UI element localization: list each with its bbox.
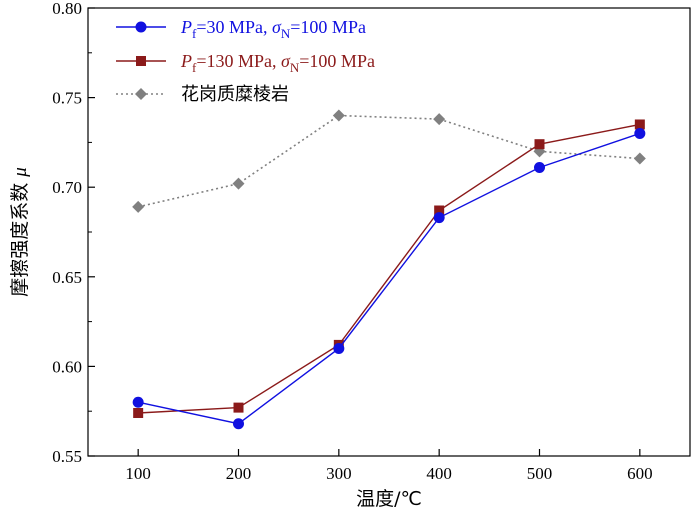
legend-marker: [135, 88, 147, 100]
y-axis-title: 摩擦强度系数 μ: [9, 167, 31, 297]
x-tick-label: 500: [527, 464, 553, 483]
x-tick-label: 300: [326, 464, 352, 483]
data-point: [333, 342, 345, 354]
y-axis-title-text: 摩擦强度系数: [9, 177, 31, 297]
legend-item-1: Pf=130 MPa, σN=100 MPa: [116, 51, 375, 75]
y-tick-label: 0.70: [52, 178, 82, 197]
data-point: [232, 177, 245, 190]
x-tick-label: 400: [426, 464, 452, 483]
x-tick-label: 100: [125, 464, 151, 483]
data-point: [332, 109, 345, 122]
series-2: [132, 109, 646, 213]
series-line: [138, 132, 641, 425]
data-point: [233, 418, 244, 430]
data-point: [233, 402, 244, 413]
y-tick-label: 0.80: [52, 0, 82, 18]
x-axis-title: 温度/℃: [356, 488, 422, 510]
data-point: [634, 119, 645, 130]
legend-label: Pf=130 MPa, σN=100 MPa: [180, 51, 375, 75]
x-tick-label: 200: [226, 464, 252, 483]
legend-item-2: 花岗质糜棱岩: [116, 84, 289, 104]
y-axis-title-symbol: μ: [10, 167, 31, 178]
axis-ticks: 100 200 300 400 500 600 0.55 0.60 0.65 0.70 0.75 0.…: [52, 0, 652, 483]
y-tick-label: 0.55: [52, 447, 82, 466]
series-line: [137, 114, 640, 208]
x-tick-label: 600: [627, 464, 653, 483]
series-layer: [132, 109, 646, 430]
legend-label: 花岗质糜棱岩: [181, 84, 289, 104]
y-tick-label: 0.75: [52, 89, 82, 108]
legend-item-0: Pf=30 MPa, σN=100 MPa: [116, 17, 366, 41]
data-point: [132, 396, 144, 408]
data-point: [133, 407, 144, 418]
legend-marker: [135, 21, 147, 33]
data-point: [132, 200, 145, 213]
data-point: [433, 113, 446, 126]
legend-label: Pf=30 MPa, σN=100 MPa: [180, 17, 366, 41]
data-point: [534, 161, 545, 173]
series-0: [132, 127, 646, 430]
plot-frame: [87, 7, 691, 457]
series-line: [138, 123, 640, 414]
legend: Pf=30 MPa, σN=100 MPa Pf=130 MPa, σN=100 …: [116, 17, 375, 104]
series-1: [133, 119, 645, 418]
y-tick-label: 0.65: [52, 268, 82, 287]
data-point: [634, 127, 646, 139]
data-point: [434, 205, 445, 216]
data-point: [433, 212, 445, 224]
data-point: [534, 139, 545, 150]
data-point: [633, 152, 646, 165]
y-tick-label: 0.60: [52, 357, 82, 376]
legend-marker: [136, 56, 146, 66]
